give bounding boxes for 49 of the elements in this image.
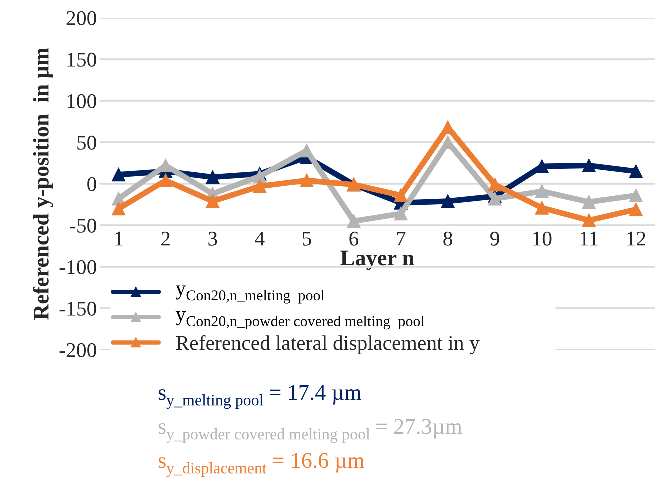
- point: [112, 202, 126, 216]
- point: [535, 201, 549, 215]
- point: [582, 195, 596, 210]
- point: [300, 174, 314, 188]
- point: [300, 144, 314, 158]
- point: [159, 174, 173, 188]
- y-tick-label: 0: [88, 177, 96, 192]
- y-tick-label: 200: [66, 11, 96, 26]
- point: [112, 168, 126, 182]
- legend-label: Referenced lateral displacement in y: [176, 335, 480, 355]
- point: [535, 184, 549, 198]
- y-tick-label: 100: [68, 94, 96, 108]
- x-tick-label: 6: [350, 232, 359, 246]
- x-axis-title: Layer n: [340, 250, 414, 270]
- x-tick-label: 9: [490, 232, 500, 246]
- x-tick-label: 1: [115, 232, 123, 246]
- x-tick-label: 3: [208, 232, 218, 246]
- x-tick-label: 11: [580, 232, 598, 246]
- point: [253, 170, 267, 184]
- point: [206, 194, 220, 208]
- y-tick-label: -150: [60, 302, 96, 316]
- y-axis-title: Referenced y-position in µm: [33, 48, 54, 320]
- y-tick-label: -50: [70, 218, 96, 233]
- point: [582, 158, 596, 173]
- point: [394, 188, 408, 202]
- y-tick-label: -200: [60, 343, 96, 358]
- x-tick-label: 4: [255, 232, 265, 246]
- x-tick-label: 12: [628, 232, 646, 246]
- x-tick-label: 10: [534, 232, 552, 246]
- point: [159, 158, 173, 173]
- y-tick-label: 150: [68, 52, 96, 67]
- point: [535, 160, 549, 174]
- point: [629, 164, 643, 178]
- point: [629, 188, 643, 202]
- point: [488, 178, 502, 192]
- point: [253, 180, 267, 194]
- point: [488, 192, 502, 206]
- point: [629, 202, 643, 216]
- point: [347, 214, 361, 228]
- y-tick-label: -100: [60, 260, 96, 274]
- x-tick-label: 7: [397, 232, 406, 246]
- point: [441, 194, 455, 208]
- point: [582, 214, 596, 228]
- x-tick-label: 5: [302, 232, 312, 246]
- y-tick-label: 50: [78, 136, 96, 150]
- x-tick-label: 8: [444, 232, 452, 246]
- x-tick-label: 2: [162, 232, 170, 246]
- point: [206, 170, 220, 184]
- point: [394, 207, 408, 221]
